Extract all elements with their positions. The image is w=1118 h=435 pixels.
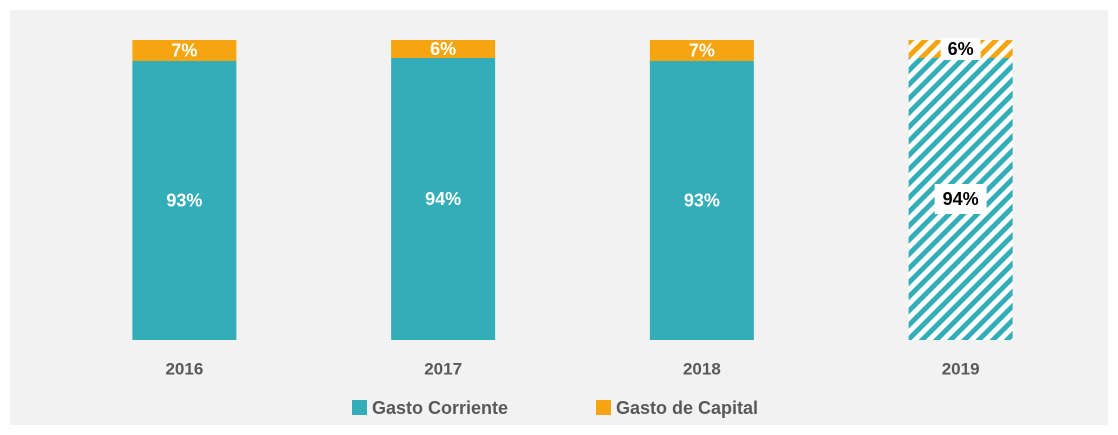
value-label-background (940, 38, 981, 60)
value-label: 94% (425, 189, 461, 209)
bar-segment (391, 40, 496, 58)
x-tick-label: 2017 (424, 359, 462, 378)
x-tick-label: 2016 (165, 359, 203, 378)
value-label: 6% (430, 39, 456, 59)
value-label: 93% (166, 190, 202, 210)
value-label: 7% (689, 40, 715, 60)
x-tick-label: 2018 (683, 359, 721, 378)
bar-segment (132, 40, 237, 61)
legend-label: Gasto Corriente (372, 398, 508, 418)
x-tick-label: 2019 (942, 359, 980, 378)
value-label: 6% (948, 39, 974, 59)
bar-segment (391, 58, 496, 340)
value-label-background (934, 184, 987, 214)
legend-swatch (352, 400, 367, 415)
value-label: 94% (943, 189, 979, 209)
value-label: 93% (684, 190, 720, 210)
bar-segment (649, 40, 754, 61)
value-label: 7% (171, 40, 197, 60)
legend-swatch (596, 400, 611, 415)
legend-label: Gasto de Capital (616, 398, 758, 418)
bar-segment (132, 61, 237, 340)
bar-segment (649, 61, 754, 340)
